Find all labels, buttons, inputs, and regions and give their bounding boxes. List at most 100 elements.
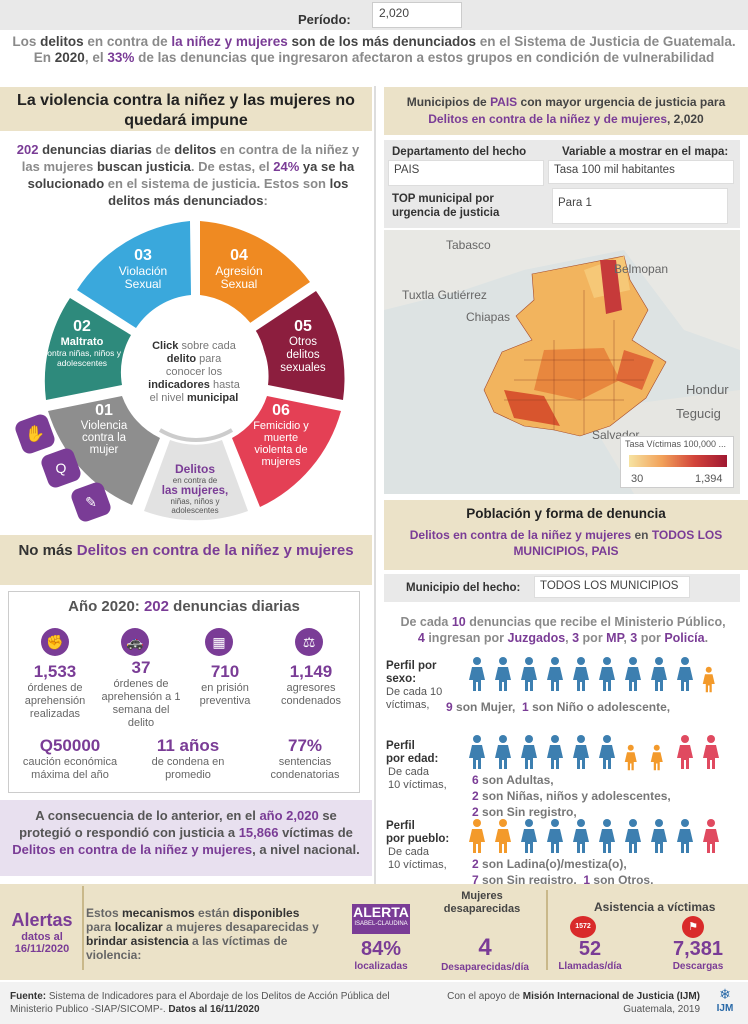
var-select[interactable]: Tasa 100 mil habitantes (548, 160, 734, 184)
municipio-select[interactable]: TODOS LOS MUNICIPIOS (534, 576, 690, 598)
stat-condenados: 1,149 agresores condenados (281, 662, 341, 707)
person-icon (598, 818, 616, 857)
alertas-bar: Alertas datos al 16/11/2020 Estos mecani… (0, 884, 748, 980)
svg-text:✋: ✋ (25, 424, 45, 443)
period-label: Período: (298, 12, 351, 27)
person-icon (494, 734, 512, 773)
stat-condena: 11 años de condena en promedio (151, 736, 225, 781)
var-label: Variable a mostrar en el mapa: (562, 146, 729, 158)
left-header: La violencia contra la niñez y las mujer… (0, 87, 372, 131)
person-icon (520, 818, 538, 857)
segment-05-label: 05 Otros delitos sexuales (280, 318, 326, 374)
person-icon (494, 818, 512, 857)
person-icon (572, 818, 590, 857)
alerta-localizadas: 84% localizadas (354, 938, 408, 972)
perfil-pueblo-icons (468, 818, 728, 858)
handshake-icon: ✊ (41, 628, 69, 656)
map-filters: Departamento del hecho PAIS Variable a m… (384, 140, 740, 228)
person-icon (520, 656, 538, 695)
report-text: De cada 10 denuncias que recibe el Minis… (400, 615, 726, 645)
police-car-icon: 🚓 (121, 628, 149, 656)
perfil-edad-icons (468, 734, 728, 774)
top-label: TOP municipal por urgencia de justicia (392, 193, 500, 219)
top-select[interactable]: Para 1 (552, 188, 728, 224)
dept-select[interactable]: PAIS (388, 160, 544, 186)
phone-1572-icon[interactable]: 1572 (570, 916, 596, 938)
person-icon (624, 656, 642, 695)
map-label-honduras: Hondur (686, 382, 729, 397)
period-select[interactable]: 2,020 (372, 2, 462, 28)
municipio-label: Municipio del hecho: (406, 582, 521, 594)
person-icon (494, 656, 512, 695)
poblacion-subtitle: Delitos en contra de la niñez y mujeres … (409, 528, 723, 558)
ijm-logo: ❄ IJM (716, 986, 734, 1014)
downloads-stat: 7,381 Descargas (672, 938, 724, 972)
segment-06[interactable] (232, 396, 341, 507)
map-label-belmopan: Belmopan (614, 262, 669, 276)
nomas-header: No más Delitos en contra de la niñez y m… (0, 535, 372, 585)
person-icon (702, 818, 720, 857)
alertas-title-block: Alertas datos al 16/11/2020 (11, 910, 73, 955)
perfil-sexo-result: 9 son Mujer, 1 son Niño o adolescente, (446, 700, 671, 714)
person-icon (650, 818, 668, 857)
person-icon (676, 734, 694, 773)
segment-03-label: 03 Violación Sexual (118, 247, 168, 291)
person-icon (546, 734, 564, 773)
person-icon (650, 656, 668, 695)
person-icon (650, 744, 664, 774)
left-subtext: 202 denuncias diarias de delitos en cont… (16, 142, 360, 208)
map-label-tuxtla: Tuxtla Gutiérrez (402, 288, 487, 302)
stats-title: Año 2020: 202 denuncias diarias (68, 598, 300, 615)
footer-support: Con el apoyo de Misión Internacional de … (447, 991, 700, 1015)
map-label-chiapas: Chiapas (466, 310, 511, 324)
person-icon (520, 734, 538, 773)
poblacion-header: Población y forma de denuncia Delitos en… (384, 500, 748, 570)
person-icon (676, 818, 694, 857)
person-icon (598, 656, 616, 695)
perfil-sexo-icons (468, 656, 728, 696)
segment-01-label: 01 Violencia contra la mujer (80, 402, 128, 456)
stat-aprehension: 1,533 órdenes de aprehensión realizadas (24, 662, 86, 720)
person-icon (624, 744, 638, 774)
perfil-pueblo-label: Perfil por pueblo: De cada 10 víctimas, (386, 820, 450, 871)
segment-05[interactable] (254, 291, 345, 400)
poblacion-title: Población y forma de denuncia (466, 506, 666, 521)
missing-title: Mujeres desaparecidas (443, 890, 521, 915)
svg-text:Q: Q (56, 460, 67, 476)
person-icon (624, 818, 642, 857)
perfil-sexo-label: Perfil por sexo: De cada 10 víctimas, (386, 660, 443, 711)
app-download-icon[interactable]: ⚑ (682, 916, 704, 938)
alertas-desc: Estos mecanismos están disponibles para … (86, 906, 319, 962)
person-icon (468, 818, 486, 857)
segment-03[interactable] (77, 221, 191, 328)
legend-min: 30 (631, 473, 644, 485)
stats-panel: Año 2020: 202 denuncias diarias ✊ 🚓 ▦ ⚖ … (8, 591, 360, 793)
person-icon (702, 734, 720, 773)
perfil-edad-result: 6 son Adultas, 2 son Niñas, niños y adol… (472, 773, 671, 819)
dept-label: Departamento del hecho (392, 146, 527, 158)
stat-caucion: Q50000 caución económica máxima del año (22, 736, 118, 781)
segment-04[interactable] (200, 221, 310, 323)
stat-aprehension-semana: 37 órdenes de aprehensión a 1 semana del… (101, 658, 181, 729)
person-icon (572, 734, 590, 773)
column-divider (374, 86, 376, 976)
consequence-box: A consecuencia de lo anterior, en el año… (0, 800, 372, 876)
svg-text:✎: ✎ (85, 494, 97, 510)
segment-02[interactable] (44, 298, 132, 400)
segment-delitos-mujeres[interactable] (144, 440, 248, 521)
missing-stat: 4 Desaparecidas/día (441, 934, 529, 973)
segment-01[interactable] (48, 396, 160, 505)
alerta-isabel-claudina-logo[interactable]: ALERTA ISABEL-CLAUDINA (352, 904, 410, 934)
person-icon (598, 734, 616, 773)
legend-title: Tasa Víctimas 100,000 ... (625, 439, 727, 449)
map-label-tegucigalpa: Tegucig (676, 406, 721, 421)
segment-06-label: 06 Femicidio y muerte violenta de mujere… (253, 402, 309, 468)
right-header: Municipios de PAIS con mayor urgencia de… (384, 87, 748, 135)
crime-wheel: ✋ Q ✎ (15, 221, 345, 522)
segment-delitos-label: Delitos en contra de las mujeres, niñas,… (161, 462, 229, 515)
municipio-filter: Municipio del hecho: TODOS LOS MUNICIPIO… (384, 574, 740, 602)
person-icon (546, 656, 564, 695)
intro-text: Los delitos en contra de la niñez y muje… (12, 34, 736, 65)
gavel-icon: ⚖ (295, 628, 323, 656)
segment-02-label: 02 Maltrato contra niñas, niños y adoles… (43, 318, 121, 368)
